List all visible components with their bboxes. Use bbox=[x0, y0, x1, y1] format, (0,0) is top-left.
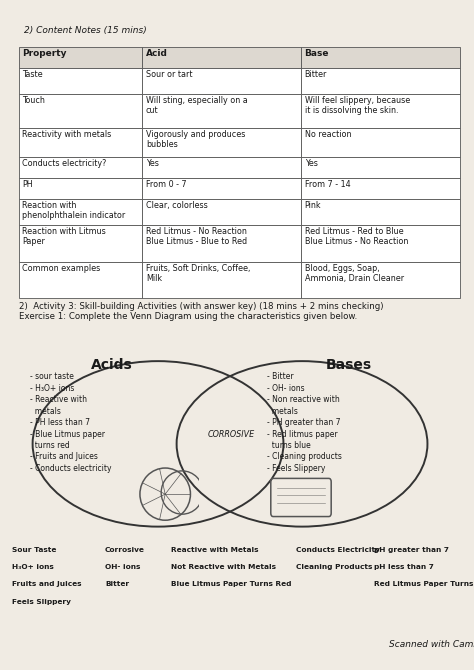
Text: Reaction with
phenolphthalein indicator: Reaction with phenolphthalein indicator bbox=[22, 201, 126, 220]
Text: From 7 - 14: From 7 - 14 bbox=[305, 180, 350, 189]
Text: - Bitter
- OH- ions
- Non reactive with
  metals
- PH greater than 7
- Red litmu: - Bitter - OH- ions - Non reactive with … bbox=[267, 373, 342, 473]
Text: Yes: Yes bbox=[305, 159, 318, 168]
Text: No reaction: No reaction bbox=[305, 130, 351, 139]
FancyBboxPatch shape bbox=[301, 68, 460, 94]
FancyBboxPatch shape bbox=[142, 261, 301, 298]
Text: Bitter: Bitter bbox=[105, 582, 129, 588]
FancyBboxPatch shape bbox=[19, 128, 142, 157]
FancyBboxPatch shape bbox=[301, 128, 460, 157]
FancyBboxPatch shape bbox=[142, 94, 301, 128]
FancyBboxPatch shape bbox=[301, 47, 460, 68]
Text: - sour taste
- H₃O+ ions
- Reactive with
  metals
- PH less than 7
- Blue Litmus: - sour taste - H₃O+ ions - Reactive with… bbox=[30, 373, 112, 473]
Text: Will feel slippery, because
it is dissolving the skin.: Will feel slippery, because it is dissol… bbox=[305, 96, 410, 115]
Text: Reaction with Litmus
Paper: Reaction with Litmus Paper bbox=[22, 227, 106, 247]
Text: Sour or tart: Sour or tart bbox=[146, 70, 192, 79]
FancyBboxPatch shape bbox=[19, 94, 142, 128]
Text: 2)  Activity 3: Skill-building Activities (with answer key) (18 mins + 2 mins ch: 2) Activity 3: Skill-building Activities… bbox=[19, 302, 383, 321]
Text: From 0 - 7: From 0 - 7 bbox=[146, 180, 187, 189]
Text: Reactivity with metals: Reactivity with metals bbox=[22, 130, 112, 139]
FancyBboxPatch shape bbox=[301, 199, 460, 225]
Text: Vigorously and produces
bubbles: Vigorously and produces bubbles bbox=[146, 130, 245, 149]
Text: Feels Slippery: Feels Slippery bbox=[12, 599, 71, 605]
FancyBboxPatch shape bbox=[301, 225, 460, 261]
Text: Fruits and Juices: Fruits and Juices bbox=[12, 582, 81, 588]
FancyBboxPatch shape bbox=[19, 199, 142, 225]
Text: Red Litmus - No Reaction
Blue Litmus - Blue to Red: Red Litmus - No Reaction Blue Litmus - B… bbox=[146, 227, 247, 247]
Text: Reactive with Metals: Reactive with Metals bbox=[171, 547, 258, 553]
Text: Yes: Yes bbox=[146, 159, 159, 168]
Text: pH less than 7: pH less than 7 bbox=[374, 564, 433, 570]
FancyBboxPatch shape bbox=[142, 199, 301, 225]
FancyBboxPatch shape bbox=[142, 157, 301, 178]
Text: 2) Content Notes (15 mins): 2) Content Notes (15 mins) bbox=[24, 25, 146, 35]
Text: Taste: Taste bbox=[22, 70, 43, 79]
FancyBboxPatch shape bbox=[19, 261, 142, 298]
Text: Conducts Electricity: Conducts Electricity bbox=[296, 547, 380, 553]
FancyBboxPatch shape bbox=[19, 68, 142, 94]
Text: Red Litmus - Red to Blue
Blue Litmus - No Reaction: Red Litmus - Red to Blue Blue Litmus - N… bbox=[305, 227, 408, 247]
FancyBboxPatch shape bbox=[19, 225, 142, 261]
Text: Sour Taste: Sour Taste bbox=[12, 547, 56, 553]
FancyBboxPatch shape bbox=[142, 178, 301, 199]
FancyBboxPatch shape bbox=[19, 157, 142, 178]
FancyBboxPatch shape bbox=[301, 94, 460, 128]
Text: Bases: Bases bbox=[326, 358, 372, 372]
Text: H₃O+ ions: H₃O+ ions bbox=[12, 564, 54, 570]
Text: Base: Base bbox=[305, 49, 329, 58]
Text: Bitter: Bitter bbox=[305, 70, 327, 79]
FancyBboxPatch shape bbox=[142, 47, 301, 68]
FancyBboxPatch shape bbox=[142, 128, 301, 157]
FancyBboxPatch shape bbox=[301, 157, 460, 178]
Text: Clear, colorless: Clear, colorless bbox=[146, 201, 208, 210]
Text: Scanned with CamScanner: Scanned with CamScanner bbox=[389, 641, 474, 649]
FancyBboxPatch shape bbox=[19, 178, 142, 199]
Text: Cleaning Products: Cleaning Products bbox=[296, 564, 373, 570]
Text: Acid: Acid bbox=[146, 49, 168, 58]
Text: Acids: Acids bbox=[91, 358, 132, 372]
Text: Common examples: Common examples bbox=[22, 263, 101, 273]
Text: Will sting, especially on a
cut: Will sting, especially on a cut bbox=[146, 96, 248, 115]
FancyBboxPatch shape bbox=[19, 47, 142, 68]
Text: Red Litmus Paper Turns Blue: Red Litmus Paper Turns Blue bbox=[374, 582, 474, 588]
FancyBboxPatch shape bbox=[142, 68, 301, 94]
Text: Conducts electricity?: Conducts electricity? bbox=[22, 159, 107, 168]
FancyBboxPatch shape bbox=[301, 261, 460, 298]
Text: Blue Litmus Paper Turns Red: Blue Litmus Paper Turns Red bbox=[171, 582, 292, 588]
Text: OH- ions: OH- ions bbox=[105, 564, 140, 570]
Text: Pink: Pink bbox=[305, 201, 321, 210]
Text: Property: Property bbox=[22, 49, 67, 58]
Text: Fruits, Soft Drinks, Coffee,
Milk: Fruits, Soft Drinks, Coffee, Milk bbox=[146, 263, 250, 283]
FancyBboxPatch shape bbox=[301, 178, 460, 199]
FancyBboxPatch shape bbox=[142, 225, 301, 261]
Text: CORROSIVE: CORROSIVE bbox=[208, 430, 255, 439]
Text: Not Reactive with Metals: Not Reactive with Metals bbox=[171, 564, 276, 570]
Text: Corrosive: Corrosive bbox=[105, 547, 145, 553]
Text: Blood, Eggs, Soap,
Ammonia, Drain Cleaner: Blood, Eggs, Soap, Ammonia, Drain Cleane… bbox=[305, 263, 404, 283]
Text: Touch: Touch bbox=[22, 96, 46, 105]
Text: pH greater than 7: pH greater than 7 bbox=[374, 547, 448, 553]
Text: PH: PH bbox=[22, 180, 33, 189]
